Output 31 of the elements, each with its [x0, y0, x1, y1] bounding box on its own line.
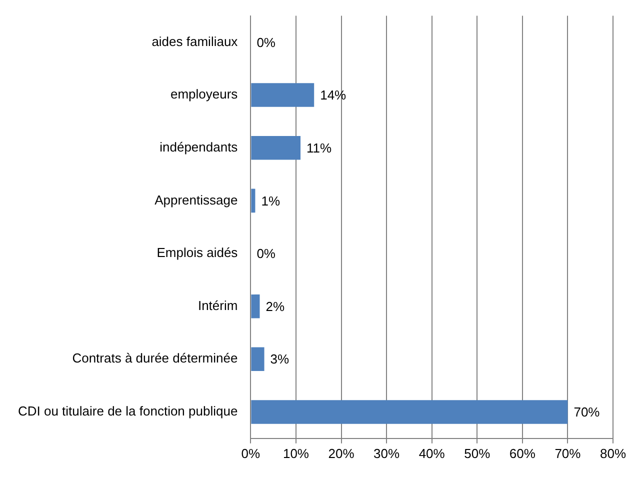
data-label: 3% [270, 352, 290, 367]
x-tick-label: 10% [282, 446, 310, 461]
y-tick-label: Apprentissage [154, 192, 238, 208]
y-tick-label: indépendants [160, 139, 238, 154]
bar [251, 400, 568, 424]
bar [251, 347, 264, 372]
x-tick-label: 60% [509, 446, 536, 461]
x-tick-label: 50% [464, 446, 491, 461]
y-tick-label: Emplois aidés [156, 245, 238, 260]
x-tick-label: 20% [328, 446, 355, 461]
bar [251, 294, 260, 318]
bar [251, 136, 301, 160]
data-label: 0% [256, 34, 276, 50]
x-tick-label: 70% [554, 446, 582, 461]
y-tick-label: Contrats à durée déterminée [72, 350, 238, 366]
data-label: 2% [266, 298, 285, 314]
y-tick-label: CDI ou titulaire de la fonction publique [18, 404, 238, 419]
x-tick-label: 40% [418, 446, 446, 461]
y-tick-label: employeurs [170, 86, 238, 102]
bar [251, 188, 256, 213]
data-label: 11% [306, 140, 332, 156]
data-label: 0% [256, 246, 276, 262]
x-tick-label: 80% [600, 446, 626, 461]
data-label: 1% [261, 193, 280, 208]
data-label: 70% [574, 404, 600, 420]
y-tick-label: aides familiaux [152, 34, 238, 49]
x-tick-label: 30% [374, 446, 400, 461]
y-tick-label: Intérim [198, 298, 238, 313]
data-label: 14% [320, 88, 347, 103]
bar [251, 83, 314, 107]
x-tick-label: 0% [241, 446, 261, 461]
